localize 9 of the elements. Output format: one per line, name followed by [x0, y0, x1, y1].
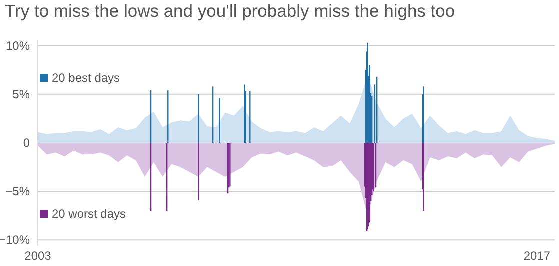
x-tick-label: 2017: [524, 249, 551, 263]
y-tick-label: 10%: [6, 38, 30, 53]
y-tick-label: −5%: [6, 184, 30, 199]
y-tick-label: 0: [23, 136, 30, 150]
x-tick-label: 2003: [24, 249, 52, 263]
legend-label: 20 best days: [52, 71, 120, 85]
y-tick-label: 5%: [12, 87, 30, 102]
legend-label: 20 worst days: [52, 207, 126, 221]
chart-title: Try to miss the lows and you'll probably miss the highs too: [5, 1, 456, 21]
